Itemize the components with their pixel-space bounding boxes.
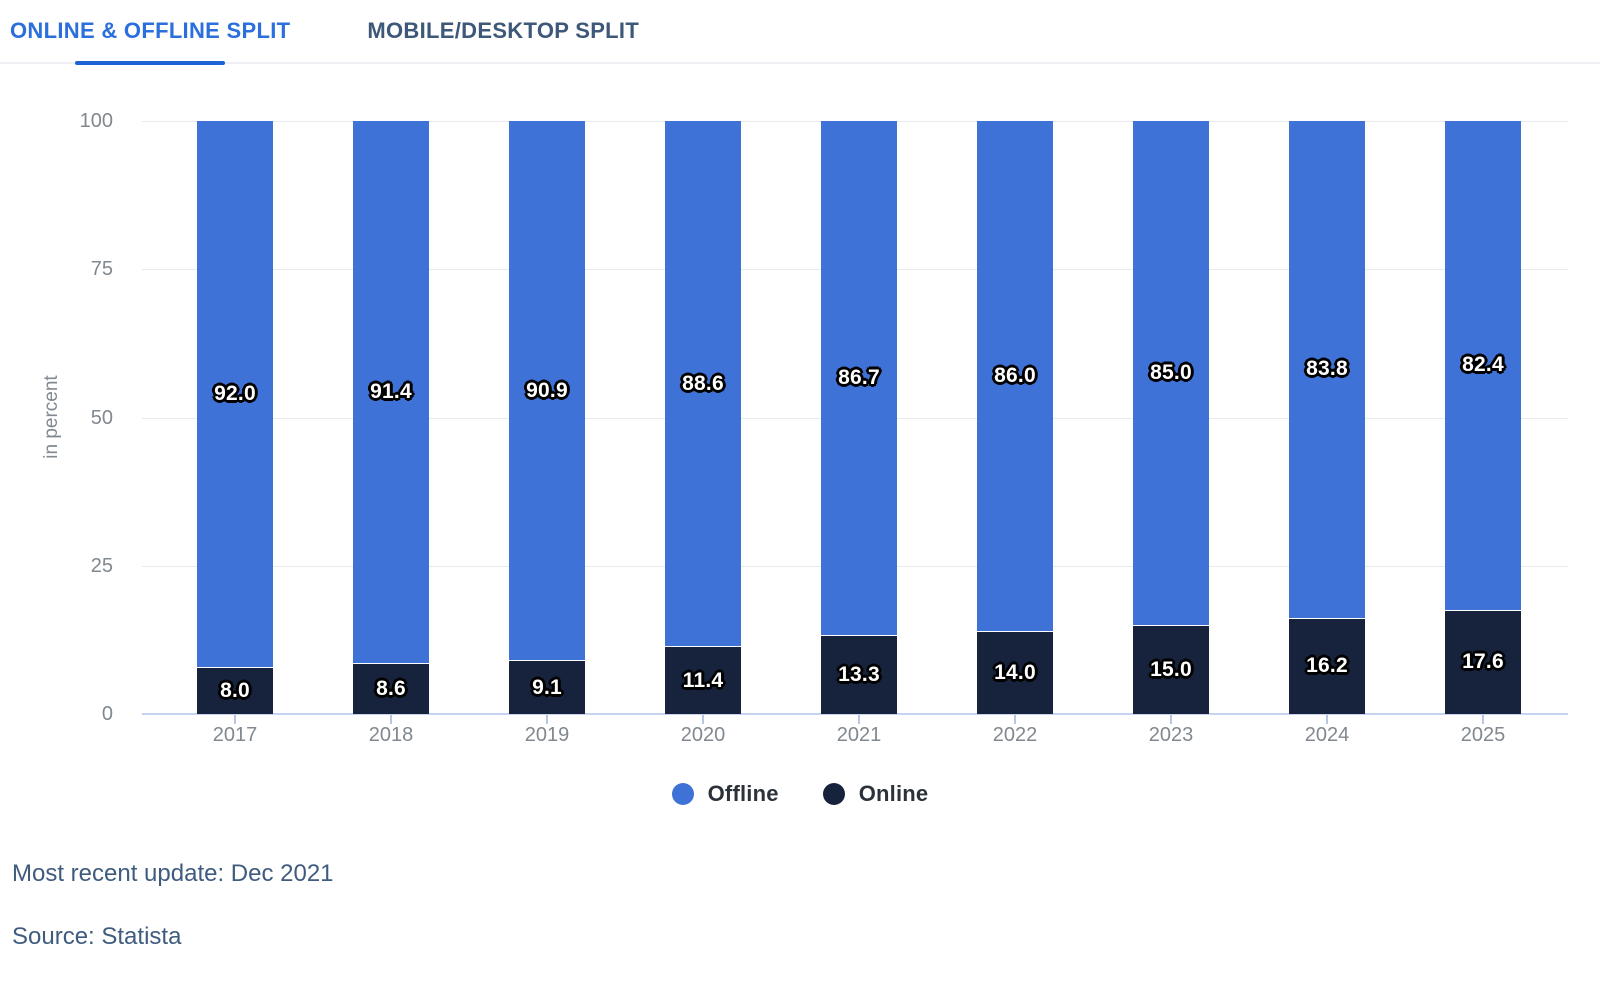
- online-value-label: 8.6: [376, 677, 406, 700]
- x-tick-2025: [1482, 715, 1484, 724]
- online-bar-segment-2017[interactable]: 8.0: [197, 666, 273, 714]
- online-bar-segment-2023[interactable]: 15.0: [1133, 625, 1209, 714]
- online-value-label: 9.1: [532, 675, 562, 699]
- x-axis-label-2020: 2020: [680, 724, 726, 746]
- online-bar-segment-2021[interactable]: 13.3: [821, 635, 897, 714]
- offline-bar-segment-2021[interactable]: 86.7: [821, 121, 897, 636]
- online-bar-segment-2020[interactable]: 11.4: [665, 646, 741, 714]
- online-legend-dot: [822, 783, 845, 805]
- bar-column-2019: 90.9 9.1: [509, 121, 585, 714]
- online-legend-label: Online: [858, 781, 929, 806]
- offline-value-label: 91.4: [370, 380, 412, 404]
- legend-item-online[interactable]: Online: [822, 781, 929, 807]
- online-bar-segment-2019[interactable]: 9.1: [509, 660, 585, 714]
- x-tick-2023: [1170, 715, 1172, 724]
- bar-column-2020: 88.6 11.4: [665, 121, 741, 714]
- online-value-label: 16.2: [1306, 654, 1348, 678]
- source-note: Source: Statista: [12, 923, 182, 950]
- offline-bar-segment-2018[interactable]: 91.4: [353, 121, 429, 664]
- y-tick-label-75: 75: [90, 258, 113, 281]
- online-value-label: 8.0: [220, 678, 250, 702]
- offline-bar-segment-2024[interactable]: 83.8: [1289, 121, 1365, 618]
- x-axis-label-2024: 2024: [1304, 724, 1350, 746]
- y-tick-label-50: 50: [90, 406, 113, 429]
- x-axis-label-2018: 2018: [368, 724, 414, 746]
- last-update-note: Most recent update: Dec 2021: [12, 860, 334, 887]
- offline-bar-segment-2017[interactable]: 92.0: [197, 121, 273, 667]
- bar-column-2025: 82.4 17.6: [1445, 121, 1521, 714]
- online-value-label: 11.4: [682, 668, 724, 692]
- offline-value-label: 90.9: [526, 378, 568, 402]
- x-axis-label-2021: 2021: [836, 724, 882, 746]
- online-value-label: 13.3: [838, 663, 880, 687]
- online-value-label: 14.0: [994, 660, 1036, 684]
- bar-column-2017: 92.0 8.0: [197, 121, 273, 714]
- y-tick-label-100: 100: [79, 110, 113, 132]
- online-bar-segment-2022[interactable]: 14.0: [977, 630, 1053, 714]
- x-axis-label-2017: 2017: [212, 724, 258, 746]
- bar-column-2018: 91.4 8.6: [353, 121, 429, 714]
- tab-mobile-desktop-split[interactable]: MOBILE/DESKTOP SPLIT: [367, 18, 640, 43]
- x-tick-2022: [1014, 715, 1016, 724]
- online-value-label: 15.0: [1150, 658, 1192, 682]
- offline-value-label: 92.0: [214, 381, 256, 405]
- x-axis-label-2022: 2022: [992, 724, 1038, 746]
- offline-value-label: 86.7: [838, 366, 880, 390]
- x-axis-line: [142, 713, 1568, 715]
- offline-value-label: 88.6: [682, 371, 724, 395]
- offline-legend-dot: [671, 783, 694, 805]
- bar-column-2021: 86.7 13.3: [821, 121, 897, 714]
- x-axis-label-2023: 2023: [1148, 724, 1194, 746]
- offline-bar-segment-2019[interactable]: 90.9: [509, 121, 585, 661]
- online-value-label: 17.6: [1462, 650, 1504, 674]
- x-tick-2017: [234, 715, 236, 724]
- online-bar-segment-2025[interactable]: 17.6: [1445, 609, 1521, 714]
- offline-legend-label: Offline: [707, 781, 779, 806]
- x-tick-2020: [702, 715, 704, 724]
- offline-value-label: 86.0: [994, 364, 1036, 387]
- offline-bar-segment-2023[interactable]: 85.0: [1133, 121, 1209, 626]
- legend-item-offline[interactable]: Offline: [671, 781, 779, 807]
- x-tick-2024: [1326, 715, 1328, 724]
- bar-column-2023: 85.0 15.0: [1133, 121, 1209, 714]
- x-tick-2019: [546, 715, 548, 724]
- x-tick-2021: [858, 715, 860, 724]
- x-axis-label-2025: 2025: [1460, 724, 1506, 746]
- offline-value-label: 82.4: [1462, 353, 1504, 377]
- offline-value-label: 85.0: [1150, 361, 1192, 385]
- y-tick-label-0: 0: [101, 703, 113, 725]
- offline-bar-segment-2022[interactable]: 86.0: [977, 121, 1053, 631]
- y-tick-label-25: 25: [90, 554, 113, 577]
- bar-column-2024: 83.8 16.2: [1289, 121, 1365, 714]
- offline-bar-segment-2020[interactable]: 88.6: [665, 121, 741, 647]
- chart-legend: Offline Online: [0, 770, 1600, 818]
- online-bar-segment-2018[interactable]: 8.6: [353, 663, 429, 714]
- offline-bar-segment-2025[interactable]: 82.4: [1445, 121, 1521, 610]
- tab-bar: ONLINE & OFFLINE SPLIT MOBILE/DESKTOP SP…: [0, 0, 1600, 64]
- offline-value-label: 83.8: [1306, 357, 1348, 381]
- x-axis-label-2019: 2019: [524, 724, 570, 746]
- tab-online-offline-split[interactable]: ONLINE & OFFLINE SPLIT: [10, 0, 290, 62]
- x-tick-2018: [390, 715, 392, 724]
- bar-column-2022: 86.0 14.0: [977, 121, 1053, 714]
- online-bar-segment-2024[interactable]: 16.2: [1289, 617, 1365, 714]
